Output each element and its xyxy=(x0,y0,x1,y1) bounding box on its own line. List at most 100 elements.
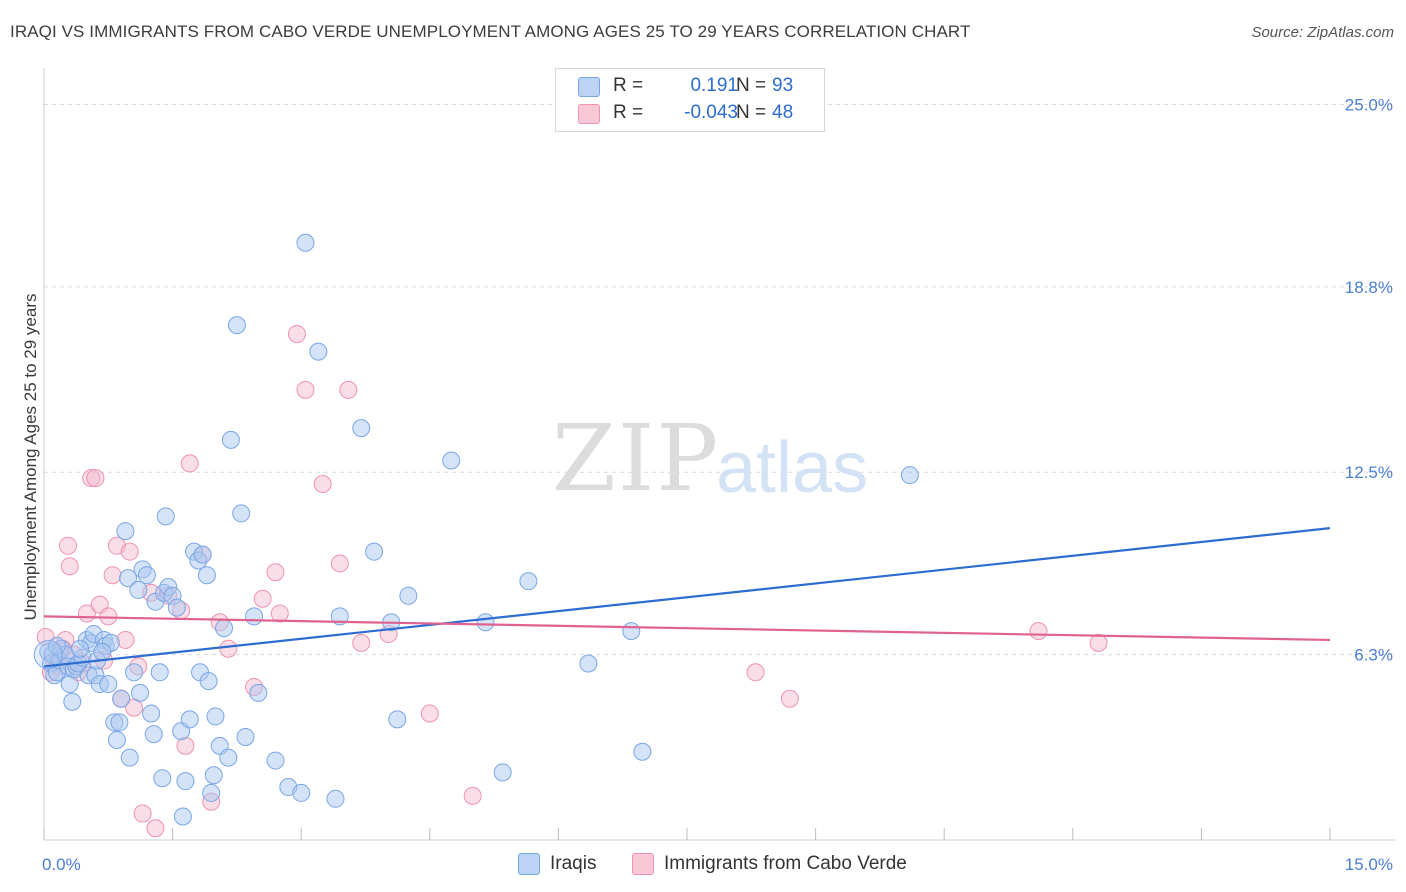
data-point-cabo-verde xyxy=(116,630,135,649)
data-point-cabo-verde xyxy=(60,557,79,576)
trend-lines xyxy=(43,527,1331,668)
data-point-iraqis xyxy=(236,728,255,747)
data-point-iraqis xyxy=(352,419,371,438)
data-point-iraqis xyxy=(156,507,175,526)
y-tick-label: 6.3% xyxy=(1354,646,1393,665)
data-point-iraqis xyxy=(249,683,268,702)
data-point-iraqis xyxy=(116,522,135,541)
data-point-cabo-verde xyxy=(59,536,78,555)
watermark-atlas: atlas xyxy=(716,428,868,508)
data-point-iraqis xyxy=(173,807,192,826)
legend-r-value: 0.191 xyxy=(690,75,738,96)
data-point-iraqis xyxy=(202,783,221,802)
data-point-iraqis xyxy=(266,751,285,770)
legend-n-value: 93 xyxy=(772,75,794,96)
data-point-iraqis xyxy=(63,692,82,711)
legend-n-label: N = xyxy=(736,102,767,123)
data-point-iraqis xyxy=(622,622,641,641)
data-point-iraqis xyxy=(197,566,216,585)
data-point-cabo-verde xyxy=(253,589,272,608)
trend-line-iraqis xyxy=(43,527,1331,668)
legend-swatch-iraqis xyxy=(518,853,540,875)
legend-n-label: N = xyxy=(736,75,767,96)
data-point-cabo-verde xyxy=(339,380,358,399)
data-point-iraqis xyxy=(131,683,150,702)
data-point-iraqis xyxy=(633,742,652,761)
data-point-iraqis xyxy=(167,598,186,617)
y-tick-labels: 6.3% 12.5% 18.8% 25.0% xyxy=(1345,95,1393,664)
data-point-cabo-verde xyxy=(82,469,101,488)
legend-r-label: R = xyxy=(613,102,644,123)
data-point-cabo-verde xyxy=(1089,633,1108,652)
watermark-zip: ZIP xyxy=(552,405,720,512)
data-point-iraqis xyxy=(180,710,199,729)
legend-n-value: 48 xyxy=(772,102,794,123)
data-point-iraqis xyxy=(204,766,223,785)
data-point-cabo-verde xyxy=(313,475,332,494)
data-point-iraqis xyxy=(399,586,418,605)
y-tick-label: 18.8% xyxy=(1345,278,1393,297)
data-point-iraqis-cluster xyxy=(33,640,63,670)
data-point-iraqis xyxy=(900,466,919,485)
axes xyxy=(43,68,1395,841)
data-point-iraqis xyxy=(120,748,139,767)
y-axis-label: Unemployment Among Ages 25 to 29 years xyxy=(21,294,40,621)
data-point-cabo-verde xyxy=(103,566,122,585)
data-point-iraqis xyxy=(125,663,144,682)
data-point-cabo-verde xyxy=(420,704,439,723)
data-point-iraqis xyxy=(245,607,264,626)
data-point-cabo-verde xyxy=(746,663,765,682)
data-point-cabo-verde xyxy=(352,633,371,652)
y-tick-label: 12.5% xyxy=(1345,463,1393,482)
data-point-iraqis xyxy=(193,545,212,564)
x-tick-label: 0.0% xyxy=(42,855,81,874)
data-point-iraqis xyxy=(292,783,311,802)
data-point-iraqis xyxy=(153,769,172,788)
correlation-legend: R = 0.191 N = 93 R = -0.043 N = 48 xyxy=(555,68,825,132)
data-point-iraqis xyxy=(150,663,169,682)
source-label: Source: ZipAtlas.com xyxy=(1251,24,1394,41)
data-point-cabo-verde xyxy=(296,380,315,399)
gridlines xyxy=(44,103,1395,656)
data-point-iraqis xyxy=(206,707,225,726)
data-point-iraqis xyxy=(112,689,131,708)
data-point-iraqis xyxy=(71,639,90,658)
data-point-iraqis xyxy=(476,613,495,632)
data-point-cabo-verde xyxy=(120,542,139,561)
data-point-cabo-verde xyxy=(86,469,105,488)
data-point-cabo-verde xyxy=(780,689,799,708)
legend-swatch-cabo-verde xyxy=(578,104,600,124)
data-point-iraqis xyxy=(176,772,195,791)
data-point-cabo-verde xyxy=(463,786,482,805)
data-point-cabo-verde xyxy=(133,804,152,823)
data-point-iraqis xyxy=(221,430,240,449)
data-point-iraqis xyxy=(142,704,161,723)
trend-line-cabo-verde xyxy=(43,615,1331,642)
series-cabo-verde-points xyxy=(36,324,1108,838)
data-point-iraqis xyxy=(309,342,328,361)
data-point-iraqis xyxy=(215,619,234,638)
data-point-iraqis xyxy=(129,580,148,599)
data-point-iraqis xyxy=(326,789,345,808)
data-point-iraqis xyxy=(199,672,218,691)
data-point-iraqis xyxy=(107,730,126,749)
data-point-iraqis xyxy=(232,504,251,523)
data-point-cabo-verde xyxy=(270,604,289,623)
data-point-cabo-verde xyxy=(266,563,285,582)
legend-swatch-iraqis xyxy=(578,77,600,97)
legend-r-value: -0.043 xyxy=(684,102,738,123)
data-point-cabo-verde xyxy=(180,454,199,473)
data-point-iraqis xyxy=(442,451,461,470)
data-point-iraqis xyxy=(137,566,156,585)
legend-label-cabo-verde: Immigrants from Cabo Verde xyxy=(664,853,907,874)
data-point-cabo-verde xyxy=(330,554,349,573)
data-point-iraqis xyxy=(519,572,538,591)
legend-swatch-cabo-verde xyxy=(632,853,654,875)
legend-label-iraqis: Iraqis xyxy=(550,853,597,874)
data-point-cabo-verde xyxy=(287,324,306,343)
data-point-iraqis xyxy=(110,713,129,732)
x-tick-labels: 0.0% 15.0% xyxy=(42,855,1393,874)
y-tick-label: 25.0% xyxy=(1345,95,1393,114)
data-point-iraqis xyxy=(119,569,138,588)
